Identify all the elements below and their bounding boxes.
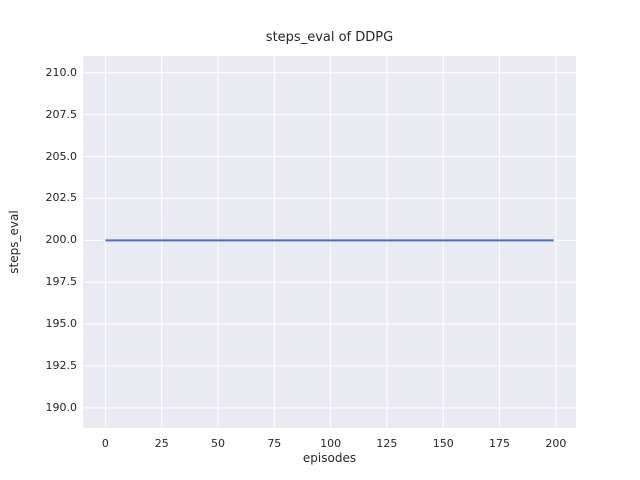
x-tick-label: 175 — [489, 437, 511, 450]
chart-title: steps_eval of DDPG — [265, 30, 394, 45]
x-tick-label: 0 — [101, 437, 109, 450]
x-tick-label: 25 — [154, 437, 169, 450]
x-tick-label: 50 — [211, 437, 226, 450]
y-tick-label: 210.0 — [45, 65, 78, 79]
plot-canvas — [83, 56, 576, 428]
x-axis-label: episodes — [302, 451, 357, 465]
y-tick-label: 195.0 — [45, 317, 78, 331]
y-tick-label: 202.5 — [45, 191, 78, 205]
x-tick-label: 100 — [320, 437, 342, 450]
x-tick-label: 150 — [432, 437, 454, 450]
x-tick-label: 200 — [545, 437, 567, 450]
x-tick-label: 125 — [376, 437, 398, 450]
y-tick-label: 197.5 — [45, 275, 78, 289]
y-tick-label: 207.5 — [45, 107, 78, 121]
x-tick-label: 75 — [267, 437, 282, 450]
y-tick-label: 205.0 — [45, 149, 78, 163]
plot-area — [83, 56, 576, 428]
y-tick-label: 200.0 — [45, 233, 78, 247]
y-tick-label: 190.0 — [45, 400, 78, 414]
y-tick-label: 192.5 — [45, 359, 78, 372]
